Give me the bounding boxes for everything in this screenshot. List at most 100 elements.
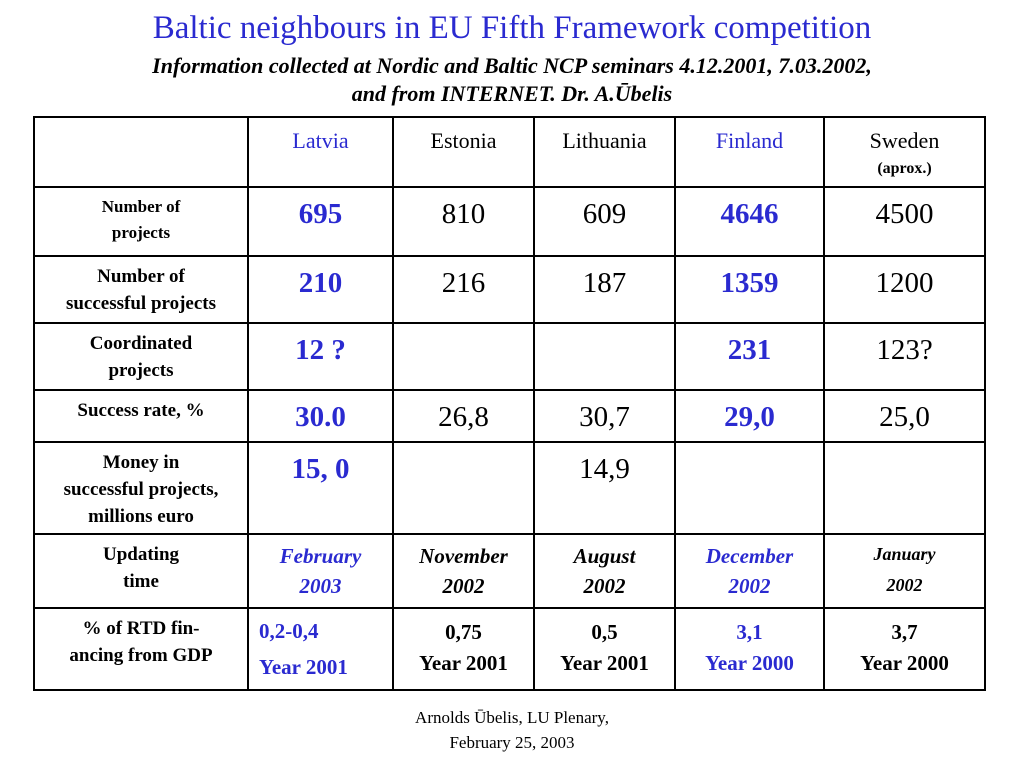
row-label-line: Updating [102, 544, 180, 565]
gdp-value: 0,75 [445, 620, 482, 644]
cell-estonia-gdp: 0,75 Year 2001 [392, 607, 535, 691]
date-year: 2002 [442, 574, 485, 598]
row-label-line: projects [111, 223, 171, 242]
cell-finland-projects: 4646 [674, 186, 825, 257]
subtitle-line-2: and from INTERNET. Dr. A.Ūbelis [351, 81, 673, 106]
row-label-coordinated: Coordinated projects [33, 322, 249, 391]
header-latvia: Latvia [247, 116, 394, 188]
date-year: 2002 [583, 574, 626, 598]
cell-finland-success-rate: 29,0 [674, 389, 825, 443]
row-label-line: Money in [102, 452, 180, 473]
date-year: 2002 [886, 575, 923, 595]
cell-estonia-success-rate: 26,8 [392, 389, 535, 443]
gdp-value: 0,5 [591, 620, 618, 644]
row-label-money: Money in successful projects, millions e… [33, 441, 249, 535]
row-label-line: millions euro [88, 506, 194, 527]
table-row: Money in successful projects, millions e… [33, 441, 986, 535]
row-label-line: Number of [101, 197, 181, 216]
table-row: Success rate, % 30.0 26,8 30,7 29,0 25,0 [33, 389, 986, 443]
header-sweden-label: Sweden [869, 128, 940, 153]
cell-latvia-updating: February 2003 [247, 533, 394, 609]
table-row: Number of projects 695 810 609 4646 4500 [33, 186, 986, 257]
row-label-line: successful projects, [63, 479, 219, 500]
row-label-line: projects [108, 360, 174, 381]
row-label-projects: Number of projects [33, 186, 249, 257]
cell-finland-updating: December 2002 [674, 533, 825, 609]
cell-latvia-success-rate: 30.0 [247, 389, 394, 443]
cell-estonia-successful: 216 [392, 255, 535, 324]
gdp-value: 0,2-0,4 [259, 619, 319, 643]
cell-finland-gdp: 3,1 Year 2000 [674, 607, 825, 691]
header-sweden: Sweden (aprox.) [823, 116, 986, 188]
date-month: February [279, 544, 362, 568]
date-year: 2002 [728, 574, 771, 598]
header-empty-cell [33, 116, 249, 188]
cell-sweden-success-rate: 25,0 [823, 389, 986, 443]
gdp-year: Year 2001 [560, 651, 649, 675]
header-estonia: Estonia [392, 116, 535, 188]
cell-sweden-projects: 4500 [823, 186, 986, 257]
cell-finland-money [674, 441, 825, 535]
table-header-row: Latvia Estonia Lithuania Finland Sweden … [33, 116, 986, 188]
cell-latvia-successful: 210 [247, 255, 394, 324]
cell-finland-successful: 1359 [674, 255, 825, 324]
comparison-table: Latvia Estonia Lithuania Finland Sweden … [33, 116, 986, 691]
row-label-line: Success rate, % [77, 400, 205, 421]
header-lithuania: Lithuania [533, 116, 676, 188]
cell-latvia-coordinated: 12 ? [247, 322, 394, 391]
row-label-line: time [123, 571, 159, 592]
gdp-year: Year 2001 [259, 655, 348, 679]
row-label-line: Number of [97, 266, 185, 287]
table-row: Number of successful projects 210 216 18… [33, 255, 986, 324]
row-label-line: Coordinated [89, 333, 193, 354]
cell-lithuania-successful: 187 [533, 255, 676, 324]
gdp-year: Year 2000 [705, 651, 794, 675]
row-label-line: ancing from GDP [69, 645, 213, 666]
row-label-line: % of RTD fin- [82, 618, 200, 639]
cell-sweden-coordinated: 123? [823, 322, 986, 391]
cell-estonia-coordinated [392, 322, 535, 391]
cell-sweden-money [823, 441, 986, 535]
row-label-line: successful projects [65, 293, 217, 314]
table-row: % of RTD fin- ancing from GDP 0,2-0,4 Ye… [33, 607, 986, 691]
cell-lithuania-money: 14,9 [533, 441, 676, 535]
row-label-success-rate: Success rate, % [33, 389, 249, 443]
row-label-updating: Updating time [33, 533, 249, 609]
footer-date: February 25, 2003 [449, 733, 575, 752]
row-label-gdp: % of RTD fin- ancing from GDP [33, 607, 249, 691]
date-month: August [573, 544, 636, 568]
gdp-year: Year 2001 [419, 651, 508, 675]
cell-lithuania-coordinated [533, 322, 676, 391]
cell-estonia-projects: 810 [392, 186, 535, 257]
date-year: 2003 [299, 574, 342, 598]
header-finland: Finland [674, 116, 825, 188]
cell-lithuania-gdp: 0,5 Year 2001 [533, 607, 676, 691]
slide-footer: Arnolds Ūbelis, LU Plenary, February 25,… [0, 705, 1024, 755]
header-sweden-note: (aprox.) [877, 160, 932, 177]
cell-estonia-money [392, 441, 535, 535]
cell-finland-coordinated: 231 [674, 322, 825, 391]
subtitle-line-1: Information collected at Nordic and Balt… [152, 53, 872, 78]
cell-latvia-money: 15, 0 [247, 441, 394, 535]
slide-title: Baltic neighbours in EU Fifth Framework … [152, 10, 872, 46]
cell-sweden-gdp: 3,7 Year 2000 [823, 607, 986, 691]
cell-estonia-updating: November 2002 [392, 533, 535, 609]
gdp-year: Year 2000 [860, 651, 949, 675]
table-row: Coordinated projects 12 ? 231 123? [33, 322, 986, 391]
gdp-value: 3,7 [891, 620, 918, 644]
date-month: December [705, 544, 794, 568]
cell-lithuania-updating: August 2002 [533, 533, 676, 609]
date-month: January [873, 544, 936, 564]
slide-subtitle: Information collected at Nordic and Balt… [0, 52, 1024, 108]
cell-sweden-updating: January 2002 [823, 533, 986, 609]
date-month: November [419, 544, 508, 568]
footer-author: Arnolds Ūbelis, LU Plenary, [415, 708, 609, 727]
cell-lithuania-success-rate: 30,7 [533, 389, 676, 443]
cell-sweden-successful: 1200 [823, 255, 986, 324]
row-label-successful: Number of successful projects [33, 255, 249, 324]
gdp-value: 3,1 [736, 620, 763, 644]
cell-latvia-gdp: 0,2-0,4 Year 2001 [247, 607, 394, 691]
table-row: Updating time February 2003 November 200… [33, 533, 986, 609]
cell-lithuania-projects: 609 [533, 186, 676, 257]
cell-latvia-projects: 695 [247, 186, 394, 257]
